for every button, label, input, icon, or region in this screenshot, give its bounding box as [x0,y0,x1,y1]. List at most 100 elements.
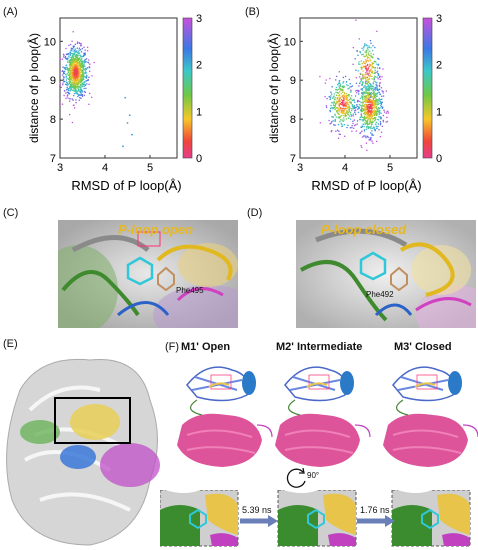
data-point [72,79,75,82]
data-point [371,101,374,104]
data-point [324,96,326,98]
data-point [319,75,321,78]
data-point [372,45,374,47]
data-point [78,82,80,84]
data-point [356,105,358,108]
data-point [369,63,371,66]
data-point [344,113,346,115]
data-point [360,115,363,117]
data-point [87,61,90,64]
data-point [378,97,380,100]
data-point [362,116,365,119]
data-point [69,67,72,70]
colorbar-tick-label: 0 [196,153,202,165]
data-point [358,103,361,106]
data-point [80,74,83,76]
data-point [373,100,375,103]
data-point [69,77,72,79]
data-point [68,44,70,47]
data-point [366,116,369,119]
data-point [365,92,367,94]
data-point [361,73,364,75]
data-point [370,56,373,58]
data-point [341,89,344,91]
tail [354,424,371,438]
data-point [359,73,362,75]
data-point [325,105,328,107]
data-point [71,40,73,43]
data-point [376,63,378,65]
data-point [367,99,369,101]
data-point [348,115,351,117]
data-point [364,71,367,74]
data-point [69,72,72,74]
data-point [368,100,371,102]
data-point [380,86,383,89]
data-point [336,112,339,114]
x-tick-label: 3 [57,162,63,174]
data-point [349,118,352,120]
y-axis-label: distance of p loop(Å) [26,33,41,143]
data-point [366,96,368,98]
data-point [374,97,377,99]
data-point [73,67,75,69]
data-point [374,81,377,83]
colorbar-tick-label: 0 [436,153,442,165]
helix [448,371,462,395]
data-point [79,71,81,73]
data-point [74,90,76,93]
data-point [349,101,351,104]
data-point [74,43,77,46]
data-point [358,61,360,63]
data-point [362,101,365,104]
data-point [66,95,69,97]
data-point [325,79,327,81]
data-point [73,45,76,47]
data-point [365,122,368,124]
data-point [348,78,351,81]
data-point [66,86,68,89]
data-point [336,106,338,109]
data-point [365,51,368,54]
data-point [71,56,73,58]
data-point [77,90,80,92]
data-point [372,89,374,92]
pocket-zoom [391,490,471,547]
data-point [70,81,72,84]
data-point [338,81,340,83]
data-point [371,92,374,95]
data-point [329,77,331,80]
data-point [72,75,75,78]
y-tick-label: 10 [284,36,296,48]
data-point [68,86,71,88]
data-point [72,30,74,33]
data-point [80,55,83,58]
data-point [84,52,86,54]
data-point [364,85,366,88]
data-point [77,53,80,55]
data-point [366,86,369,88]
data-point [359,80,362,83]
data-point [366,112,368,115]
data-point [366,88,368,90]
data-point [79,57,81,59]
data-point [371,49,374,52]
data-point [76,41,79,43]
data-point [371,62,374,65]
data-point [64,55,67,58]
data-point [367,53,370,56]
data-point [81,91,84,93]
data-point [379,107,381,109]
data-point [339,103,342,105]
data-point [122,145,124,148]
data-point [364,75,366,78]
data-point [82,69,85,71]
data-point [348,107,351,109]
data-point [65,97,67,99]
data-point [360,146,363,149]
data-point [348,108,350,111]
data-point [359,100,361,103]
data-point [81,95,84,98]
data-point [75,89,78,91]
data-point [73,83,75,86]
